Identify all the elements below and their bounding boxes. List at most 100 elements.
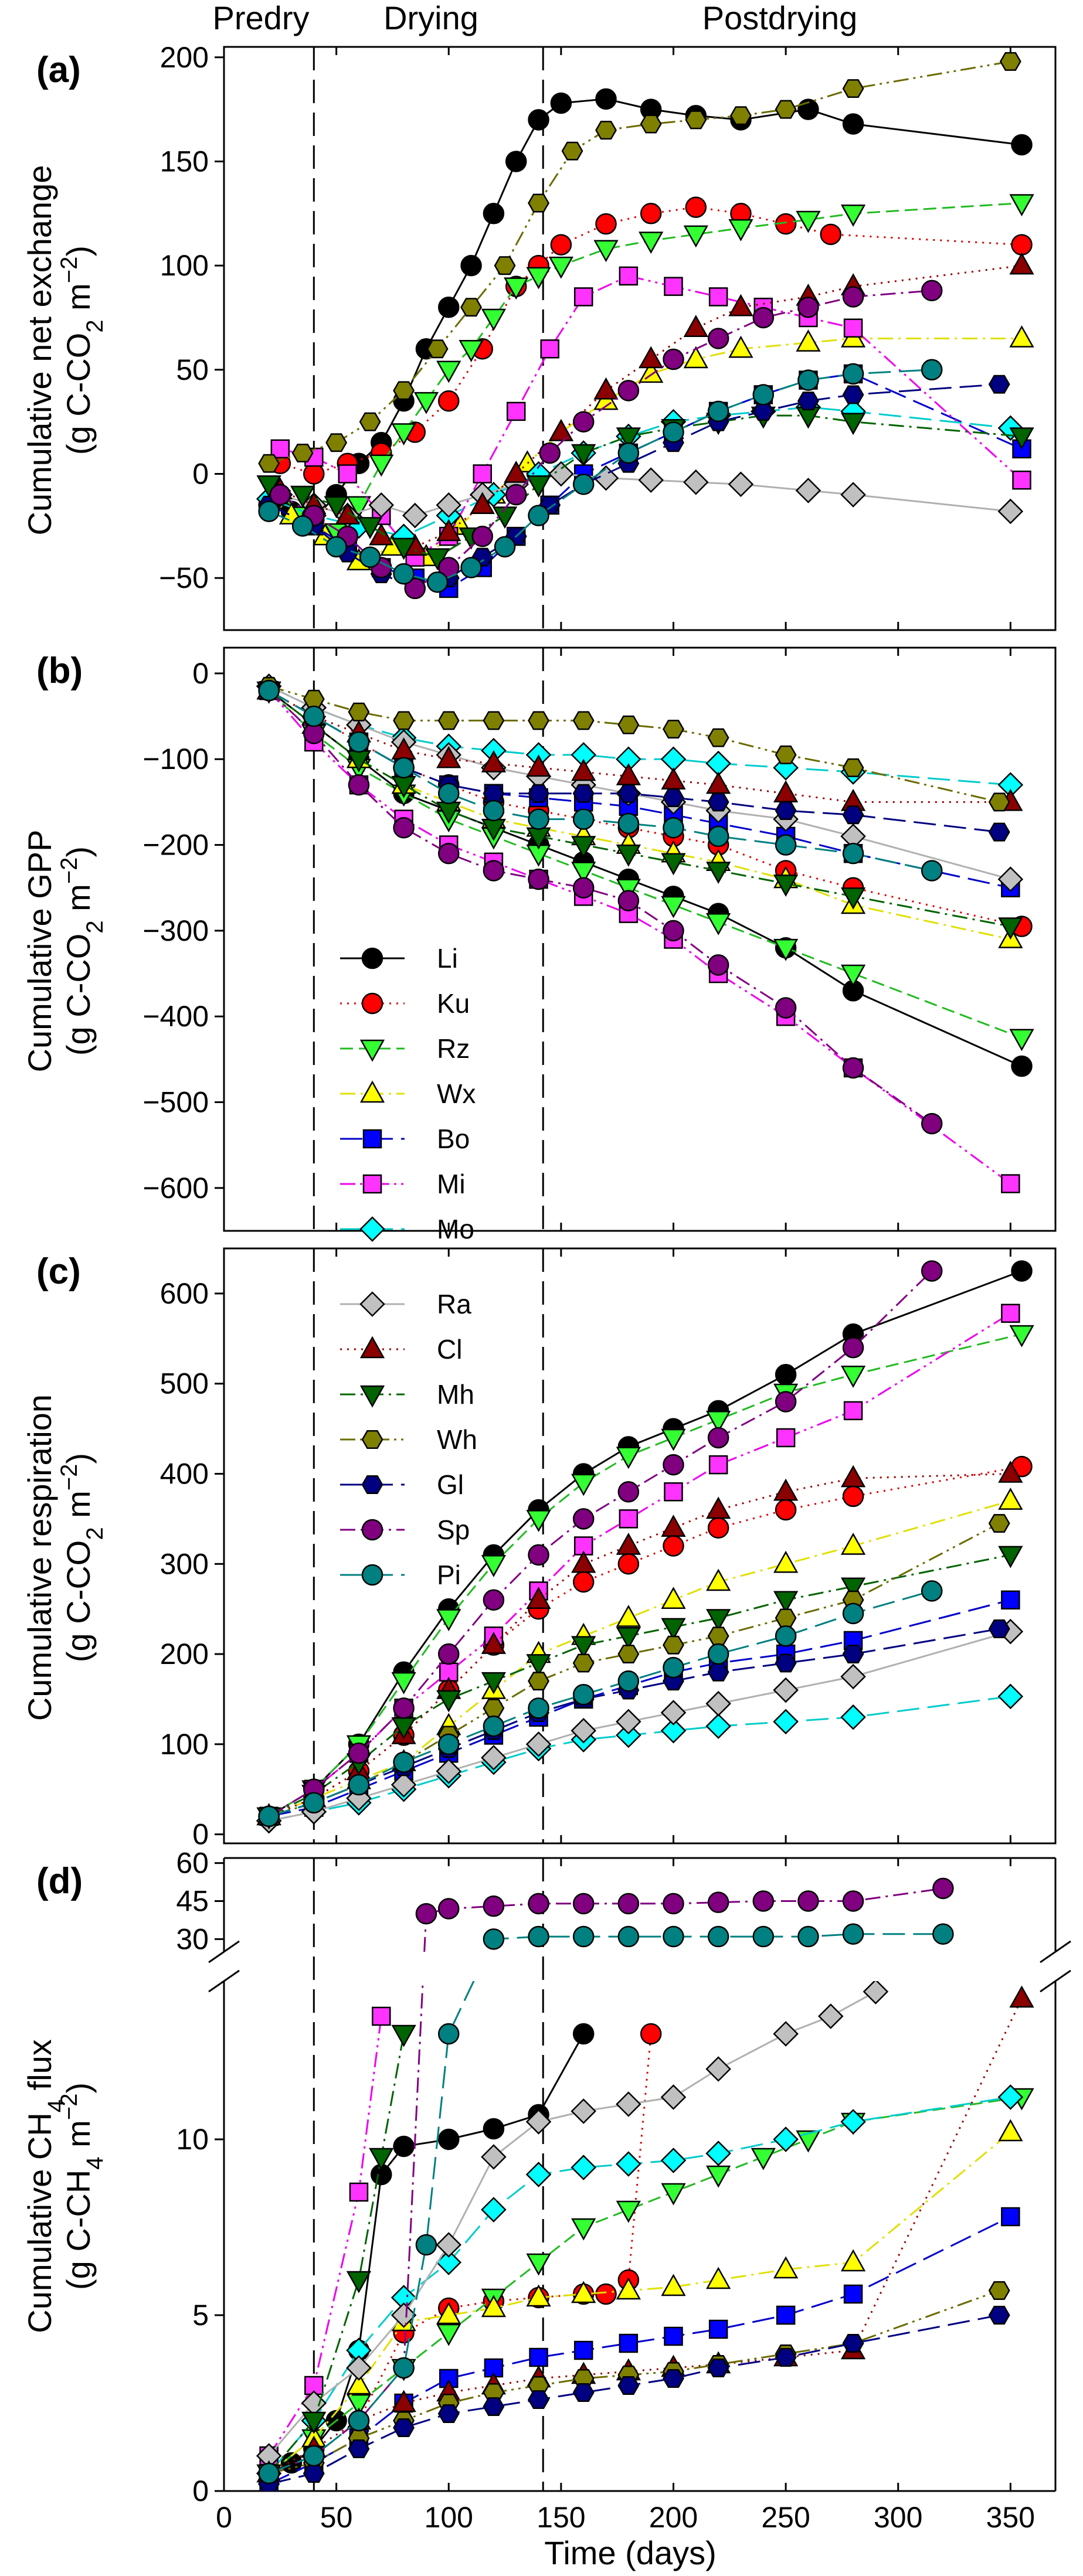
data-point: [346, 2394, 372, 2417]
series-line-Ku: [269, 2033, 652, 2475]
series-line-Wh: [269, 685, 1000, 803]
data-point: [483, 2397, 505, 2416]
data-point: [775, 801, 797, 820]
x-tick-label: 50: [320, 2501, 353, 2534]
series-Sp: [269, 280, 943, 600]
data-point: [483, 860, 505, 882]
data-point: [663, 720, 684, 739]
data-point: [483, 1715, 505, 1737]
series-Wh: [258, 676, 1010, 812]
series-Mi: [270, 266, 1031, 567]
data-point: [775, 1499, 797, 1521]
data-point: [728, 335, 753, 358]
legend-marker-Rz: [359, 1039, 385, 1062]
data-point: [998, 1460, 1023, 1483]
data-point: [525, 2162, 552, 2187]
series-line-Wh: [269, 60, 1011, 465]
y-axis-label-part: 2: [82, 920, 108, 933]
data-point: [571, 758, 596, 781]
data-point: [842, 842, 864, 865]
data-point: [776, 1428, 796, 1448]
data-point: [504, 277, 529, 300]
data-point: [437, 1643, 460, 1665]
series-line-Gl: [268, 383, 1000, 590]
data-point: [840, 1532, 866, 1555]
series-line-Mh: [268, 1554, 1011, 1818]
series-Ku: [258, 1455, 1033, 1828]
data-point: [707, 1891, 729, 1913]
y-axis-label-part: (g C-CO: [60, 934, 97, 1056]
data-point: [572, 1508, 595, 1530]
data-point: [707, 328, 729, 349]
data-point: [683, 346, 708, 369]
data-point: [526, 1510, 551, 1532]
data-point: [528, 109, 549, 131]
data-point: [775, 1608, 797, 1628]
data-point: [548, 256, 573, 279]
legend-label-Ra: Ra: [437, 1289, 471, 1319]
data-point: [617, 1645, 640, 1664]
data-point: [460, 254, 482, 277]
data-point: [437, 296, 460, 318]
data-point: [998, 917, 1023, 940]
data-point: [619, 2333, 639, 2353]
data-point: [369, 2148, 394, 2170]
data-point: [481, 1555, 507, 1577]
y-tick-label: −300: [142, 914, 209, 947]
series-line-Li: [268, 1270, 1023, 1818]
data-point: [638, 467, 664, 493]
data-point: [997, 2084, 1024, 2110]
data-point: [773, 1677, 799, 1703]
data-point: [639, 232, 664, 254]
series-line-Bo: [268, 689, 1011, 889]
data-point: [616, 2151, 641, 2177]
y-axis-label-part: m: [60, 1491, 97, 1527]
data-point: [707, 792, 729, 812]
data-point: [705, 1713, 731, 1739]
data-point: [372, 2006, 391, 2026]
x-tick-label: 300: [874, 2501, 922, 2534]
legend-marker-Ra: [359, 1291, 385, 1317]
legend-marker-Mi: [362, 1174, 382, 1194]
data-point: [842, 79, 864, 98]
data-point: [707, 825, 729, 848]
y-tick-label: 500: [160, 1367, 209, 1400]
data-point: [348, 774, 370, 796]
data-point: [706, 2267, 731, 2289]
data-point: [571, 862, 596, 884]
data-point: [999, 52, 1021, 71]
data-point: [436, 492, 462, 518]
data-point: [593, 377, 619, 400]
series-Mi: [259, 2006, 391, 2466]
data-point: [595, 213, 617, 235]
legend-marker-Bo: [362, 1129, 382, 1149]
data-point: [751, 2148, 776, 2170]
data-point: [349, 2182, 369, 2202]
data-point: [661, 1618, 686, 1641]
panel-label: (a): [36, 50, 81, 90]
legend-label-Mo: Mo: [437, 1214, 474, 1244]
y-tick-label: 10: [176, 2123, 209, 2156]
data-point: [752, 1925, 775, 1948]
data-point: [572, 2383, 595, 2402]
data-point: [1011, 134, 1033, 156]
data-point: [840, 1465, 866, 1488]
data-point: [663, 1454, 684, 1476]
data-point: [843, 318, 863, 338]
data-point: [842, 1602, 864, 1625]
legend-label-Cl: Cl: [437, 1334, 462, 1364]
data-point: [571, 2281, 596, 2303]
data-point: [705, 1690, 731, 1717]
data-point: [505, 484, 527, 506]
data-point: [842, 113, 864, 135]
data-point: [572, 1653, 595, 1673]
data-point: [707, 954, 729, 976]
data-point: [436, 360, 461, 383]
data-point: [290, 485, 315, 508]
data-point: [988, 1514, 1010, 1533]
data-point: [258, 501, 280, 522]
data-point: [572, 474, 595, 495]
data-point: [842, 1057, 864, 1079]
y-axis-label-part: 4: [82, 2156, 108, 2169]
data-point: [391, 2390, 416, 2412]
